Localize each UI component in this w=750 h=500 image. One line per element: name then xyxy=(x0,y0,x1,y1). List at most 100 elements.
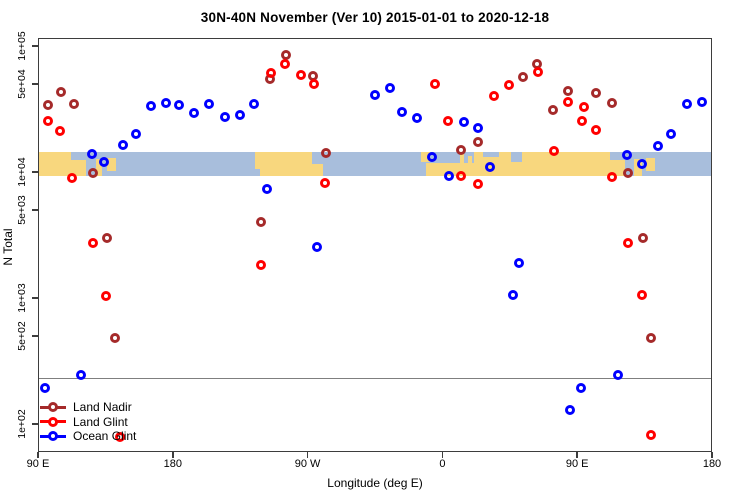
ocean_glint-data-point xyxy=(261,183,272,194)
land_glint-data-point xyxy=(473,178,484,189)
ocean_glint-data-point xyxy=(473,123,484,134)
ocean_glint-data-point xyxy=(485,162,496,173)
land_glint-data-point xyxy=(295,69,306,80)
map-water-patch xyxy=(482,152,500,158)
y-tick-mark xyxy=(32,171,38,173)
ocean_glint-data-point xyxy=(444,171,455,181)
land_nadir-data-point xyxy=(87,168,98,179)
x-tick-mark xyxy=(441,452,444,458)
ocean_glint-data-point xyxy=(613,369,624,380)
map-land-patch xyxy=(460,154,465,163)
y-tick-mark xyxy=(32,297,38,299)
y-tick-label: 5e+04 xyxy=(16,69,28,99)
y-tick-mark xyxy=(32,83,38,85)
ocean_glint-data-point xyxy=(145,100,156,111)
land_glint-data-point xyxy=(255,259,266,270)
ocean_glint-data-point xyxy=(75,369,86,380)
land_glint-data-point xyxy=(308,78,319,89)
land_glint-data-point xyxy=(55,125,66,136)
land_glint-data-point xyxy=(646,429,657,440)
ocean_glint-data-point xyxy=(412,113,423,123)
map-water-patch xyxy=(255,168,261,176)
x-tick-mark xyxy=(711,452,713,458)
land_glint-data-point xyxy=(504,79,515,90)
ocean_glint-data-point xyxy=(565,405,576,416)
y-tick-label: 1e+02 xyxy=(16,409,28,439)
land_nadir-data-point xyxy=(43,99,54,110)
ocean_glint-data-point xyxy=(188,107,199,118)
map-water-patch xyxy=(511,152,522,163)
y-tick-label: 1e+05 xyxy=(16,31,28,61)
land_nadir-data-point xyxy=(55,86,66,97)
ocean_glint-data-point xyxy=(98,156,109,167)
ocean_glint-data-point xyxy=(508,289,519,300)
land_glint-data-point xyxy=(607,172,618,182)
x-tick-mark xyxy=(576,452,578,458)
x-tick-mark xyxy=(172,452,174,458)
land_nadir-data-point xyxy=(68,98,79,109)
ocean_glint-data-point xyxy=(234,110,245,121)
y-tick-label: 5e+03 xyxy=(16,195,28,225)
y-tick-mark xyxy=(32,45,38,47)
reference-line xyxy=(38,377,712,380)
ocean_glint-data-point xyxy=(622,150,633,161)
land_nadir-data-point xyxy=(591,87,602,98)
ocean_glint-data-point xyxy=(681,98,692,109)
y-axis-label: N Total xyxy=(1,228,15,266)
y-tick-mark xyxy=(32,209,38,211)
ocean_glint-data-point xyxy=(637,158,648,169)
land_nadir-data-point xyxy=(101,233,112,244)
ocean_glint-data-point xyxy=(514,257,525,268)
map-land-patch xyxy=(95,159,102,176)
map-land-patch xyxy=(421,152,431,162)
land_glint-data-point xyxy=(579,101,590,112)
y-tick-mark xyxy=(32,423,38,425)
land_glint-data-point xyxy=(100,290,111,301)
land_nadir-data-point xyxy=(109,332,120,343)
ocean_glint-data-point xyxy=(311,241,322,252)
land_glint-data-point xyxy=(265,67,276,78)
land_nadir-data-point xyxy=(456,144,467,155)
legend-label: Ocean Glint xyxy=(73,429,137,443)
x-tick-mark xyxy=(306,452,309,458)
x-tick-mark xyxy=(37,452,39,458)
ocean_glint-data-point xyxy=(427,151,438,162)
land_glint-data-point xyxy=(114,431,125,442)
y-tick-label: 5e+02 xyxy=(16,321,28,351)
land_nadir-data-point xyxy=(320,147,331,158)
map-land-patch xyxy=(106,157,116,172)
land_nadir-data-point xyxy=(646,332,657,343)
x-tick-label: 180 xyxy=(163,458,182,470)
land_nadir-data-point xyxy=(638,233,649,244)
ocean_glint-data-point xyxy=(666,129,677,140)
map-land-patch xyxy=(255,152,313,176)
ocean_glint-data-point xyxy=(173,99,184,110)
ocean_glint-data-point xyxy=(248,98,259,109)
legend-circle-icon xyxy=(48,402,58,412)
ocean_glint-data-point xyxy=(86,148,97,159)
land_glint-data-point xyxy=(549,145,560,156)
land_nadir-data-point xyxy=(255,216,266,227)
chart-title: 30N-40N November (Ver 10) 2015-01-01 to … xyxy=(200,10,550,25)
ocean_glint-data-point xyxy=(653,140,664,151)
x-tick-label: 0 xyxy=(439,458,446,470)
land_nadir-data-point xyxy=(548,105,559,116)
ocean_glint-data-point xyxy=(130,129,141,140)
legend-label: Land Glint xyxy=(73,414,128,429)
ocean_glint-data-point xyxy=(384,82,395,93)
x-axis-label: Longitude (deg E) xyxy=(327,476,423,490)
ocean_glint-data-point xyxy=(370,90,381,100)
land_glint-data-point xyxy=(456,171,467,181)
land_glint-data-point xyxy=(443,115,454,126)
land_nadir-data-point xyxy=(607,97,618,108)
land_glint-data-point xyxy=(533,66,544,77)
ocean_glint-data-point xyxy=(576,383,587,394)
land_glint-data-point xyxy=(279,58,290,69)
land_nadir-data-point xyxy=(563,85,574,96)
legend-circle-icon xyxy=(48,431,58,441)
plot-frame xyxy=(38,38,712,452)
land_glint-data-point xyxy=(430,78,441,89)
map-water-patch xyxy=(610,152,626,161)
legend-circle-icon xyxy=(48,416,58,427)
